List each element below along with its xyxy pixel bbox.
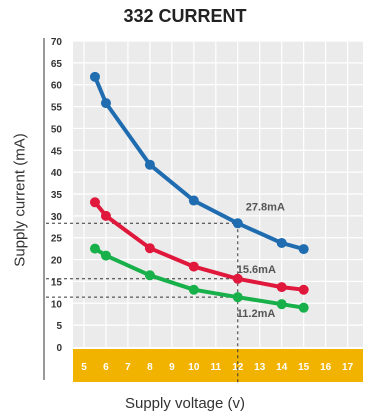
- data-point: [100, 98, 111, 109]
- data-point: [89, 71, 100, 82]
- data-point: [100, 250, 111, 261]
- y-tick-label: 0: [56, 343, 62, 354]
- data-point: [276, 282, 287, 293]
- data-point: [232, 218, 243, 229]
- data-point: [100, 210, 111, 221]
- data-point: [298, 302, 309, 313]
- x-tick-label: 13: [254, 362, 266, 373]
- data-point: [276, 299, 287, 310]
- x-tick-label: 8: [147, 362, 153, 373]
- x-tick-label: 17: [342, 362, 354, 373]
- y-tick-label: 5: [56, 321, 62, 332]
- y-tick-label: 50: [51, 124, 63, 135]
- x-tick-label: 10: [188, 362, 200, 373]
- x-axis-label: Supply voltage (v): [124, 395, 246, 412]
- y-tick-label: 10: [51, 299, 63, 310]
- x-tick-label: 6: [103, 362, 109, 373]
- data-point: [232, 292, 243, 303]
- reference-lines: [46, 222, 239, 385]
- y-tick-label: 65: [51, 59, 63, 70]
- data-labels: 27.8mA 15.6mA 11.2mA: [237, 201, 285, 320]
- data-label: 15.6mA: [237, 264, 276, 276]
- chart-title: 332 CURRENT: [123, 6, 247, 26]
- data-point: [232, 273, 243, 284]
- x-tick-label: 14: [276, 362, 288, 373]
- data-point: [298, 244, 309, 255]
- data-point: [188, 261, 199, 272]
- grid-lines: [73, 40, 363, 347]
- x-tick-label: 9: [169, 362, 175, 373]
- data-label: 27.8mA: [246, 201, 285, 213]
- y-tick-label: 45: [51, 146, 63, 157]
- data-label: 11.2mA: [237, 308, 276, 320]
- data-point: [144, 159, 155, 170]
- data-point: [188, 284, 199, 295]
- y-tick-label: 70: [51, 37, 63, 48]
- y-tick-label: 35: [51, 190, 63, 201]
- y-tick-label: 20: [51, 256, 63, 267]
- x-tick-label: 7: [125, 362, 131, 373]
- y-tick-labels: 0 5 10 15 20 25 30 35 40 45 50 55 60 65 70: [51, 37, 63, 354]
- y-tick-label: 40: [51, 168, 63, 179]
- y-tick-label: 25: [51, 234, 63, 245]
- y-tick-label: 60: [51, 81, 63, 92]
- data-point: [89, 243, 100, 254]
- x-tick-label: 15: [298, 362, 310, 373]
- y-tick-label: 30: [51, 212, 63, 223]
- x-tick-label: 11: [211, 362, 222, 373]
- data-point: [188, 195, 199, 206]
- x-axis-band: [73, 349, 363, 382]
- data-point: [144, 270, 155, 281]
- data-point: [298, 284, 309, 295]
- data-point: [89, 197, 100, 208]
- y-tick-label: 15: [51, 277, 63, 288]
- data-point: [144, 243, 155, 254]
- x-tick-label: 16: [320, 362, 332, 373]
- series-lines: [89, 71, 309, 313]
- y-tick-label: 55: [51, 103, 63, 114]
- data-point: [276, 237, 287, 248]
- x-tick-label: 5: [81, 362, 87, 373]
